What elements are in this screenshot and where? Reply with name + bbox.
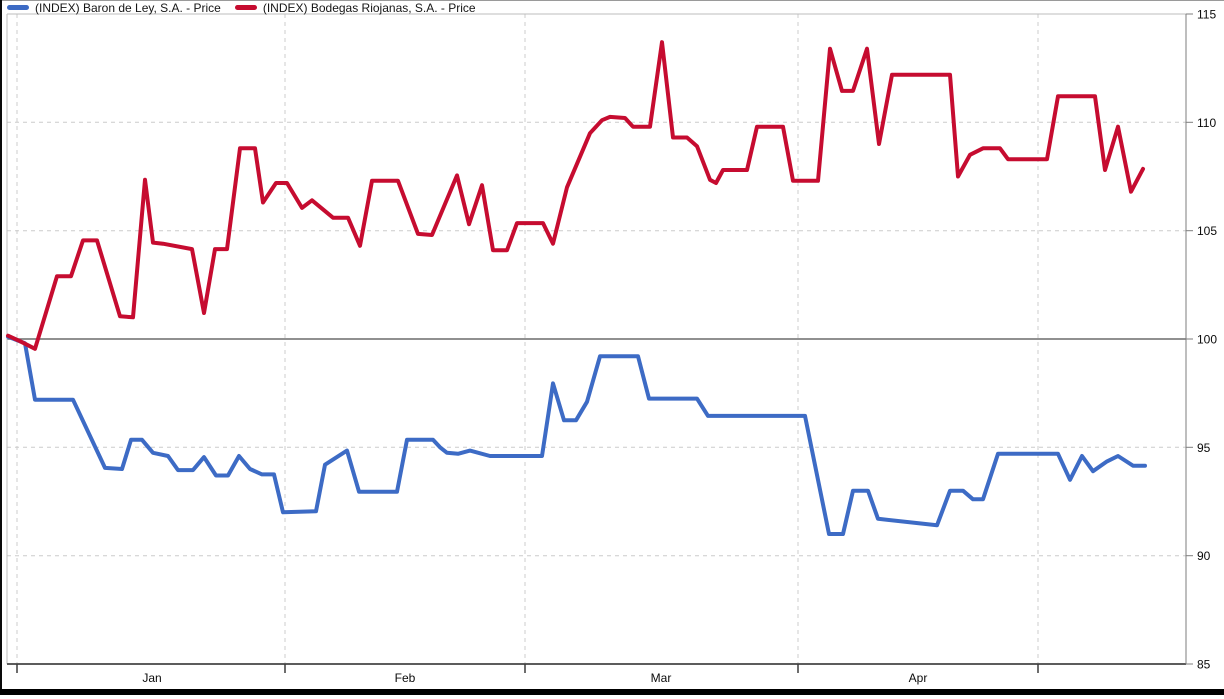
y-axis-label: 110: [1197, 116, 1216, 130]
x-axis-label-feb: Feb: [395, 671, 416, 685]
x-axis-label-jan: Jan: [142, 671, 161, 685]
y-axis-label: 95: [1197, 441, 1211, 455]
legend-item-baron-de-ley[interactable]: (INDEX) Baron de Ley, S.A. - Price: [7, 1, 221, 15]
series-line-bodegas-riojanas[interactable]: [6, 40, 1145, 351]
legend-item-bodegas-riojanas[interactable]: (INDEX) Bodegas Riojanas, S.A. - Price: [234, 0, 476, 15]
x-axis-label-apr: Apr: [909, 671, 928, 685]
legend-label-baron-de-ley: (INDEX) Baron de Ley, S.A. - Price: [35, 0, 221, 15]
legend-label-bodegas-riojanas: (INDEX) Bodegas Riojanas, S.A. - Price: [262, 0, 476, 15]
y-axis-label: 85: [1197, 658, 1211, 672]
legend-swatch-baron-de-ley-icon: [7, 5, 29, 10]
y-axis-label: 90: [1197, 549, 1211, 563]
window-left-border: [0, 0, 2, 695]
series-line-baron-de-ley[interactable]: [6, 334, 1147, 536]
window-bottom-border: [0, 689, 1224, 695]
legend-swatch-bodegas-riojanas-icon: [234, 5, 257, 10]
y-axis-label: 105: [1197, 224, 1217, 238]
chart-legend: (INDEX) Baron de Ley, S.A. - Price (INDE…: [7, 0, 490, 15]
x-axis-label-mar: Mar: [651, 671, 672, 685]
y-axis-label: 115: [1197, 8, 1216, 22]
window-top-border: [0, 0, 1224, 1]
y-axis-label: 100: [1197, 333, 1217, 347]
